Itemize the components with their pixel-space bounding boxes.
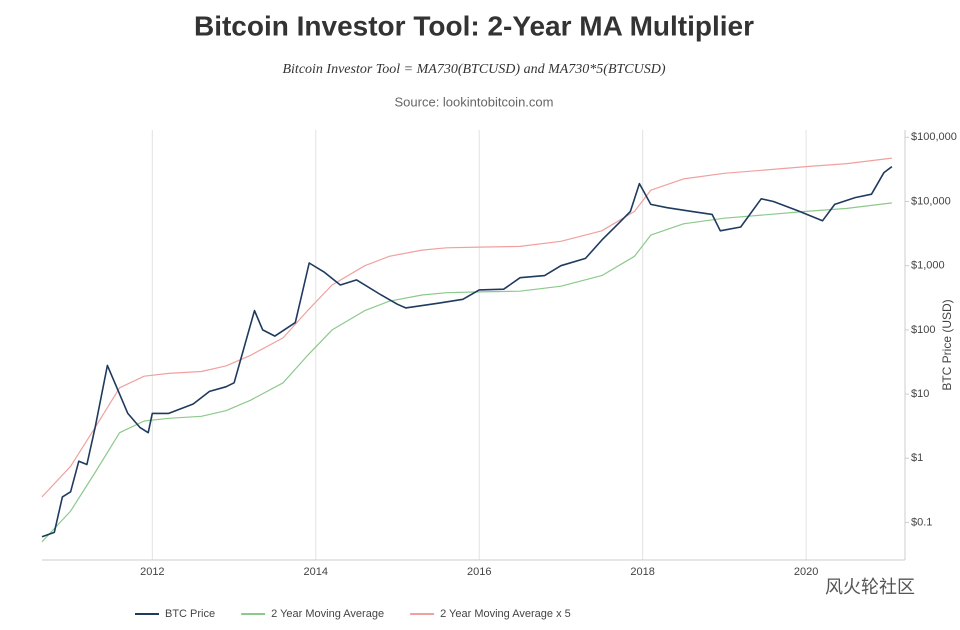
y-tick-label: $1,000 (911, 260, 945, 272)
y-tick-label: $10 (911, 388, 929, 400)
x-tick-label: 2014 (304, 566, 328, 578)
legend-label: 2 Year Moving Average (271, 608, 384, 620)
legend-label: 2 Year Moving Average x 5 (440, 608, 571, 620)
x-tick-label: 2016 (467, 566, 491, 578)
series-line (41, 165, 893, 538)
y-tick-label: $100 (911, 324, 935, 336)
x-tick-label: 2020 (794, 566, 818, 578)
chart-title: Bitcoin Investor Tool: 2-Year MA Multipl… (194, 10, 754, 41)
legend-label: BTC Price (165, 608, 215, 620)
x-tick-label: 2018 (630, 566, 654, 578)
watermark: 风火轮社区 (825, 577, 915, 597)
series-line (41, 202, 892, 543)
chart-source: Source: lookintobitcoin.com (395, 94, 554, 109)
y-tick-label: $1 (911, 452, 923, 464)
series-line (41, 157, 892, 498)
y-tick-label: $100,000 (911, 131, 957, 143)
chart-subtitle: Bitcoin Investor Tool = MA730(BTCUSD) an… (282, 62, 665, 77)
y-tick-label: $10,000 (911, 195, 951, 207)
x-tick-label: 2012 (140, 566, 164, 578)
y-tick-label: $0.1 (911, 516, 932, 528)
y-axis-label: BTC Price (USD) (940, 299, 954, 390)
